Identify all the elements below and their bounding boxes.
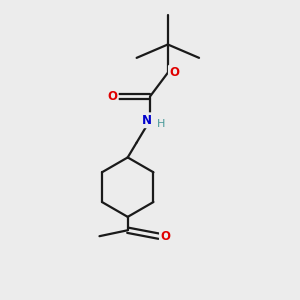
Text: N: N [142, 114, 152, 127]
Text: O: O [160, 230, 170, 243]
Text: O: O [107, 90, 117, 103]
Text: O: O [169, 66, 179, 79]
Text: H: H [157, 119, 166, 129]
